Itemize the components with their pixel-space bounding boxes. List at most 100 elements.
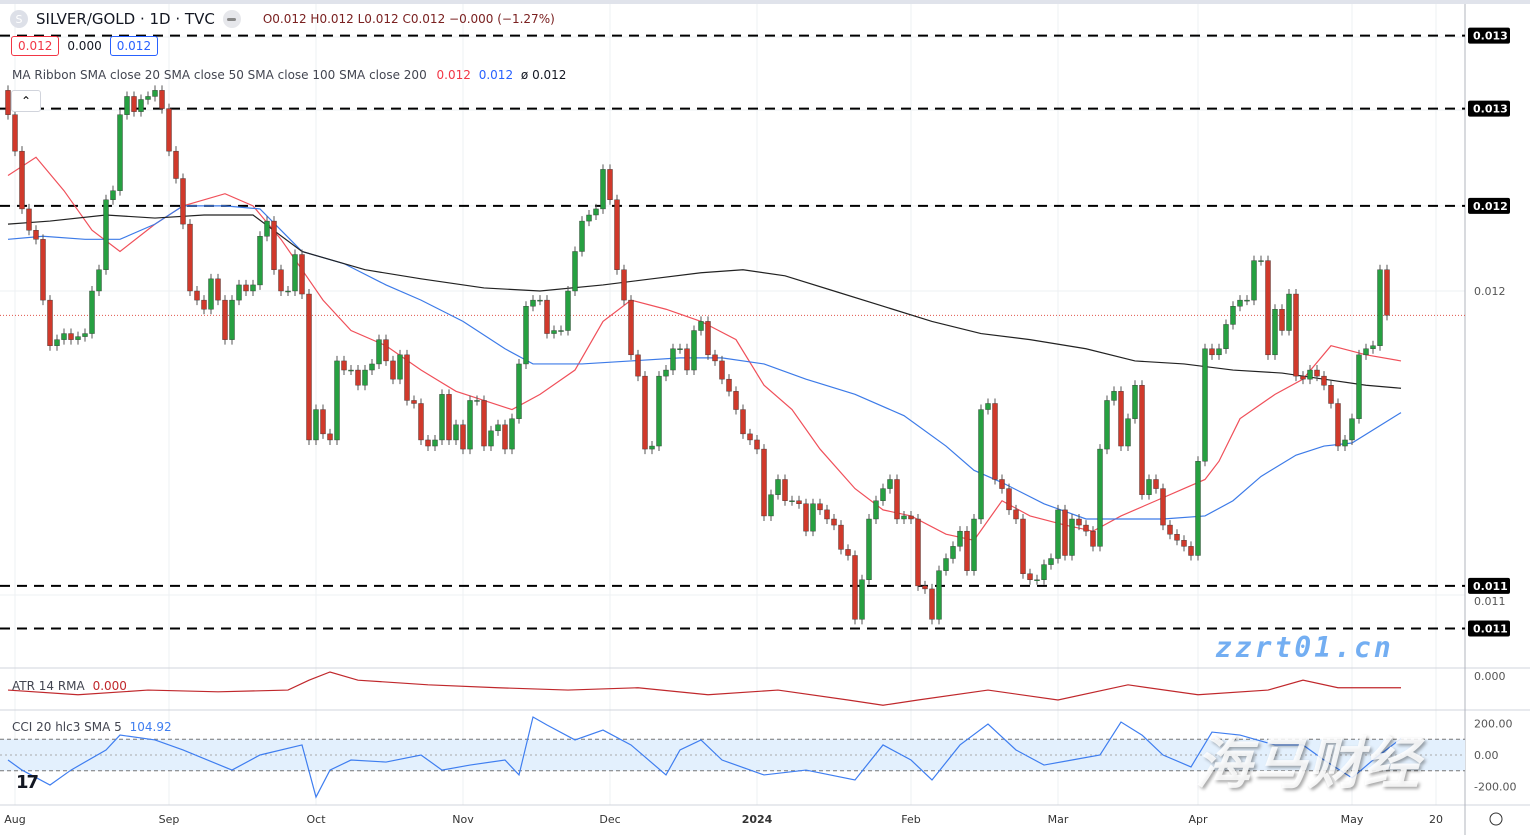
collapse-legend-button[interactable]: ⌃ [11,90,41,112]
candle [446,389,452,445]
candle [537,295,543,306]
candle [208,273,214,315]
candle [502,419,508,455]
candle [460,419,466,455]
candle [586,210,592,227]
candle-body [1090,530,1096,547]
candle-body [376,339,382,365]
level-label: 0.011 [1473,580,1508,593]
candle [803,498,809,537]
candle-body [775,479,781,495]
candle [733,386,739,415]
candle [68,328,74,345]
candle [355,365,361,391]
candle-body [873,500,879,520]
candle-body [803,503,809,532]
candle-body [19,150,25,210]
candle-body [530,299,536,307]
candle [306,289,312,445]
candle [635,349,641,382]
candle [215,273,221,306]
candle-body [572,251,578,292]
candle [530,295,536,312]
candle [1111,386,1117,406]
candle [439,389,445,445]
candle-body [845,549,851,556]
candle [642,371,648,455]
time-axis-label: Sep [159,813,180,826]
candle-body [369,363,375,371]
candle [992,398,998,485]
candle-body [285,290,291,293]
candle [1300,371,1306,385]
candle-body [68,333,74,340]
candle-body [1223,324,1229,349]
candle-body [47,299,53,346]
time-axis-label: May [1341,813,1364,826]
candle-body [1300,375,1306,380]
candle-body [1041,564,1047,580]
candle-body [1377,269,1383,346]
candle-body [1076,518,1082,526]
candle [922,580,928,594]
candle [467,395,473,455]
atr-legend[interactable]: ATR 14 RMA 0.000 [12,679,127,693]
cci-legend[interactable]: CCI 20 hlc3 SMA 5 104.92 [12,720,172,734]
candle-body [649,445,655,450]
candle-body [1342,439,1348,447]
candle [299,249,305,300]
candle [1321,371,1327,391]
candle [747,428,753,445]
candle-body [992,403,998,480]
candle-body [1356,354,1362,419]
candle-body [418,403,424,441]
candle [1328,380,1334,409]
candle [614,194,620,275]
candle-body [1384,269,1390,316]
candle [929,583,935,625]
candle [1069,514,1075,561]
ma-ribbon-legend[interactable]: MA Ribbon SMA close 20 SMA close 50 SMA … [12,68,566,82]
ma-ribbon-label: MA Ribbon SMA close 20 SMA close 50 SMA … [12,68,427,82]
candle-body [187,223,193,292]
candle-body [551,330,557,334]
candle-body [362,369,368,386]
candle [1342,434,1348,452]
chevron-up-icon: ⌃ [20,94,32,108]
level-label-bg [1468,27,1510,44]
candle [1027,568,1033,585]
candle [859,574,865,625]
candle [509,413,515,455]
candle [621,264,627,306]
value-boxes: 0.012 0.000 0.012 [11,36,159,56]
atr-label: ATR 14 RMA [12,679,85,693]
candle-body [236,284,242,301]
candle [1181,535,1187,552]
candle [824,504,830,524]
hide-legend-button[interactable] [222,10,241,28]
value-box-red: 0.012 [11,36,60,56]
candle [61,328,67,345]
candle-body [880,488,886,501]
candle-body [1083,524,1089,532]
candle-body [1118,391,1124,447]
candle [761,444,767,521]
candle-body [54,339,60,346]
candle-body [607,169,613,200]
candle-body [698,321,704,331]
candle-body [733,391,739,410]
candle [712,349,718,366]
tradingview-logo[interactable]: 17 [16,772,39,793]
candle [348,365,354,376]
symbol-title[interactable]: SILVER/GOLD · 1D · TVC [36,10,215,28]
candle [194,286,200,306]
candle [201,295,207,315]
time-axis-label: Dec [599,813,620,826]
candle [1090,526,1096,552]
candle [82,328,88,342]
candle [75,331,81,345]
candle-body [474,400,480,402]
candle-body [320,409,326,435]
settings-gear-icon[interactable] [1489,812,1503,826]
